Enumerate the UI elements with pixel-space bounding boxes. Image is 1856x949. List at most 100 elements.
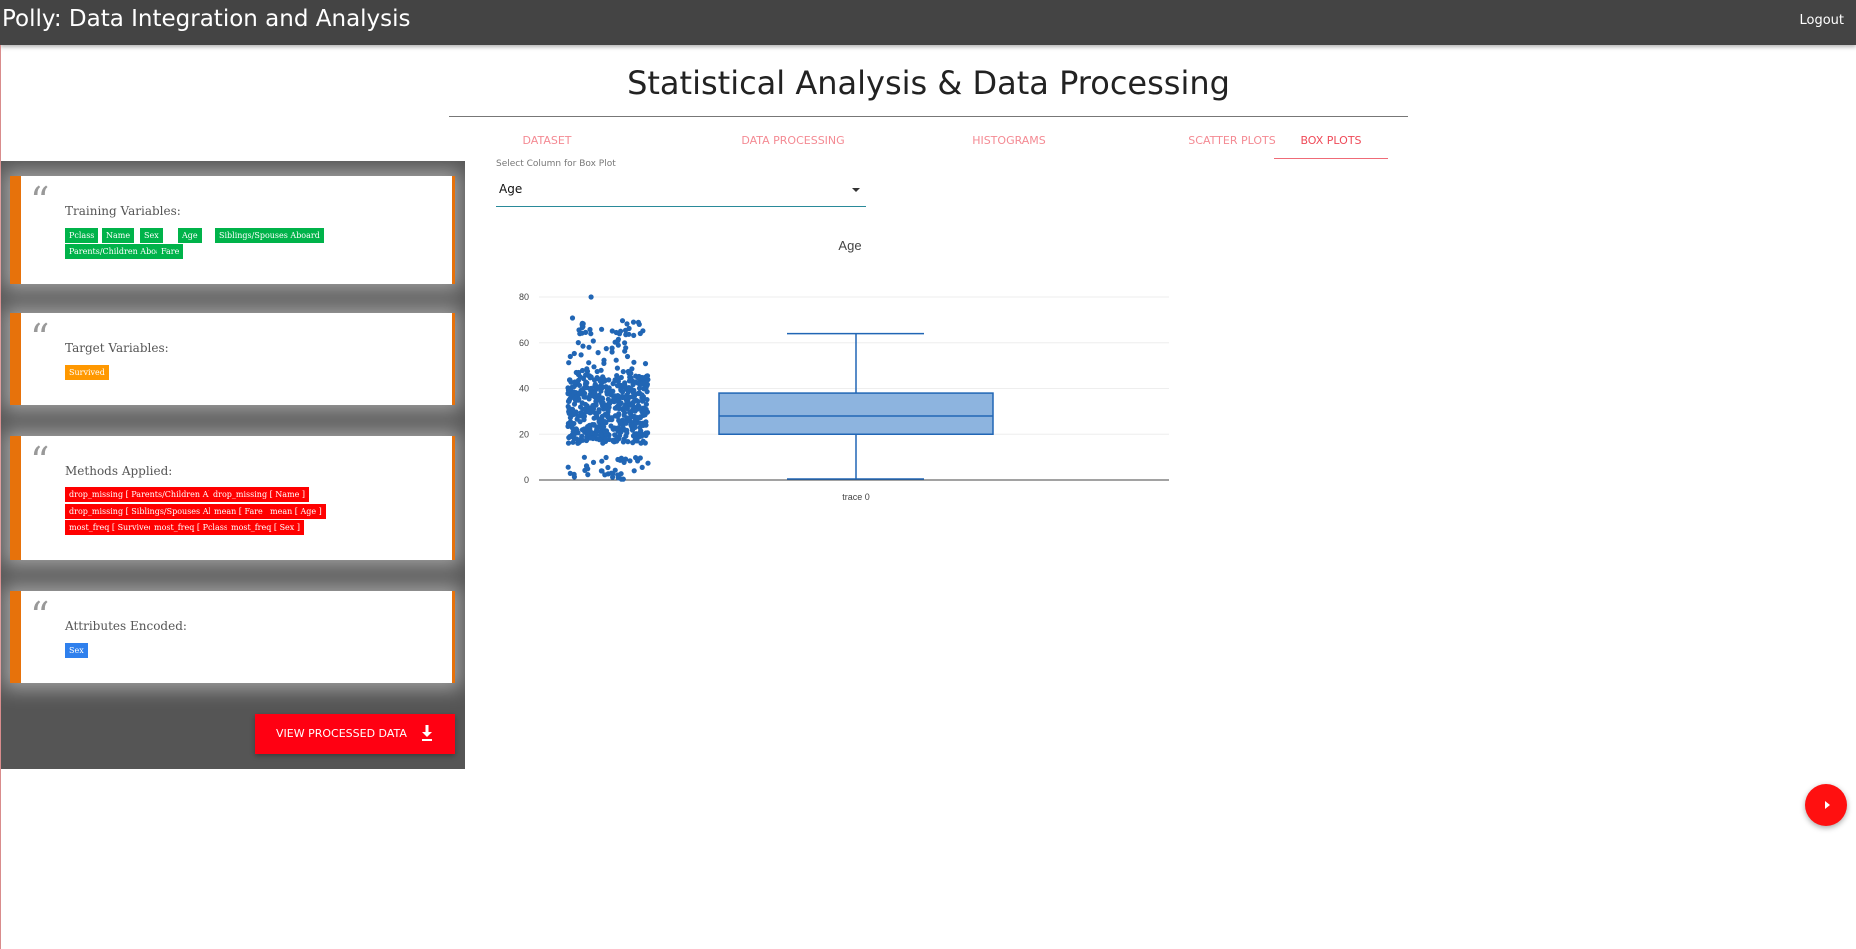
data-point <box>615 456 621 463</box>
tab-box-plots[interactable]: BOX PLOTS <box>1274 130 1388 159</box>
next-fab-button[interactable] <box>1805 784 1847 826</box>
data-point <box>616 404 622 410</box>
data-point <box>582 394 588 400</box>
data-point <box>640 396 646 402</box>
chip-pclass: Pclass <box>65 228 99 243</box>
data-point <box>615 425 621 431</box>
data-point <box>642 380 648 386</box>
logout-link[interactable]: Logout <box>1799 13 1844 28</box>
data-point <box>602 428 608 434</box>
view-processed-data-button[interactable]: VIEW PROCESSED DATA <box>255 714 455 754</box>
chip-method: mean [ Fare ] <box>210 504 273 519</box>
data-point <box>609 349 615 355</box>
data-point <box>571 350 577 357</box>
data-point <box>583 329 589 335</box>
data-point <box>642 440 648 446</box>
y-tick-label: 0 <box>524 475 529 485</box>
data-point <box>615 336 621 342</box>
data-point <box>574 436 580 442</box>
data-point <box>597 376 603 382</box>
data-point <box>632 408 638 414</box>
data-point <box>631 468 637 474</box>
data-point <box>591 422 597 428</box>
attributes-encoded-card: “ Attributes Encoded: Sex <box>10 591 455 683</box>
chart-title: Age <box>838 238 861 253</box>
data-point <box>584 366 590 372</box>
data-point <box>567 353 573 360</box>
chip-method: most_freq [ Survived ] <box>65 520 164 535</box>
y-tick-label: 80 <box>519 292 529 302</box>
tab-data-processing[interactable]: DATA PROCESSING <box>741 134 845 147</box>
data-point <box>575 340 581 346</box>
data-point <box>583 437 590 444</box>
data-point <box>631 332 637 338</box>
data-point <box>623 420 629 426</box>
box-plot-select-value: Age <box>499 182 523 196</box>
data-point <box>603 454 609 461</box>
data-point <box>635 398 641 404</box>
data-point <box>618 476 624 482</box>
data-point <box>590 435 596 442</box>
data-point <box>630 440 636 446</box>
data-point <box>622 403 628 409</box>
data-point <box>590 338 596 344</box>
data-point <box>587 326 593 333</box>
data-point <box>590 459 597 465</box>
box-plot-select-label: Select Column for Box Plot <box>496 159 616 169</box>
top-navbar: Polly: Data Integration and Analysis Log… <box>0 0 1856 45</box>
data-point <box>633 455 639 461</box>
data-point <box>631 391 637 397</box>
data-point <box>576 382 583 388</box>
data-point <box>617 433 623 439</box>
data-point <box>570 439 576 445</box>
data-point <box>629 366 635 372</box>
data-point <box>577 374 583 380</box>
training-variables-card: “ Training Variables: Pclass Name Sex Ag… <box>10 176 455 284</box>
data-point <box>614 376 620 382</box>
data-point <box>602 404 608 410</box>
data-point <box>580 343 586 349</box>
data-point <box>601 376 607 383</box>
data-point <box>610 474 616 480</box>
data-point <box>642 361 649 367</box>
data-point <box>595 350 601 356</box>
data-point <box>624 430 630 436</box>
data-point <box>609 328 615 334</box>
box-plot-column-select[interactable]: Age <box>496 176 866 207</box>
y-tick-label: 40 <box>519 384 529 394</box>
data-point <box>641 409 647 416</box>
tab-histograms[interactable]: HISTOGRAMS <box>972 134 1046 147</box>
data-point <box>637 430 643 436</box>
data-point <box>605 407 611 413</box>
data-point <box>571 432 577 438</box>
data-point <box>599 326 605 332</box>
data-point <box>588 385 594 391</box>
data-point <box>599 413 605 419</box>
data-point <box>571 401 578 407</box>
data-point <box>627 458 633 464</box>
data-point <box>579 400 585 406</box>
data-point <box>608 423 614 429</box>
data-point <box>567 470 573 476</box>
analysis-tabs: DATASET DATA PROCESSING HISTOGRAMS SCATT… <box>487 130 1388 160</box>
data-point <box>579 324 585 331</box>
summary-sidebar: “ Training Variables: Pclass Name Sex Ag… <box>1 161 465 769</box>
data-point <box>623 345 629 351</box>
data-point <box>582 381 589 387</box>
data-point <box>606 377 612 383</box>
target-variables-title: Target Variables: <box>65 341 169 355</box>
data-point <box>637 330 643 337</box>
data-point <box>593 386 599 392</box>
data-point <box>585 372 591 378</box>
chip-method: drop_missing [ Parents/Children Aboard ] <box>65 487 242 502</box>
tab-scatter-plots[interactable]: SCATTER PLOTS <box>1188 134 1276 147</box>
attributes-encoded-title: Attributes Encoded: <box>65 619 187 633</box>
data-point <box>613 357 619 363</box>
data-point <box>643 419 649 425</box>
training-variables-title: Training Variables: <box>65 204 181 218</box>
chip-method: drop_missing [ Siblings/Spouses Aboard ] <box>65 504 242 519</box>
tab-dataset[interactable]: DATASET <box>522 134 572 147</box>
data-point <box>588 331 594 337</box>
chip-encoded-sex: Sex <box>65 643 88 658</box>
data-point <box>623 456 629 462</box>
